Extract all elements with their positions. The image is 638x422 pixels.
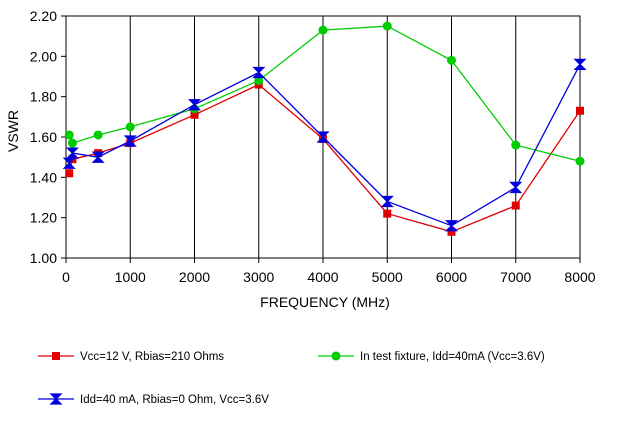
data-point [447, 55, 456, 65]
legend-item: In test fixture, Idd=40mA (Vcc=3.6V) [318, 351, 545, 363]
data-point [383, 209, 392, 218]
data-point [65, 169, 74, 178]
legend-label: Idd=40 mA, Rbias=0 Ohm, Vcc=3.6V [80, 394, 269, 406]
data-point [573, 58, 587, 71]
data-point [67, 138, 77, 148]
series-line [68, 83, 581, 233]
y-tick-label: 2.20 [30, 8, 57, 24]
x-tick-label: 3000 [243, 269, 274, 285]
legend-label: Vcc=12 V, Rbias=210 Ohms [80, 351, 224, 363]
data-point [187, 99, 202, 111]
x-tick-label: 6000 [436, 269, 467, 285]
data-point [331, 351, 341, 361]
data-point [509, 181, 523, 194]
y-tick-label: 1.20 [30, 210, 57, 226]
x-tick-label: 7000 [500, 269, 531, 285]
data-point [575, 156, 585, 166]
data-point [64, 130, 74, 140]
legend-item: Idd=40 mA, Rbias=0 Ohm, Vcc=3.6V [38, 393, 269, 406]
data-point [318, 25, 328, 35]
series-square [65, 80, 584, 236]
data-point [444, 220, 459, 232]
data-point [254, 76, 264, 86]
y-tick-label: 1.00 [30, 250, 57, 266]
series-group [62, 21, 587, 236]
data-point [447, 227, 456, 236]
data-point [576, 106, 584, 115]
y-axis-title: VSWR [5, 110, 21, 152]
x-tick-label: 1000 [115, 269, 146, 285]
y-tick-label: 2.00 [30, 48, 57, 64]
x-axis-title: FREQUENCY (MHz) [260, 294, 390, 310]
y-axis-ticks: 1.00 1.20 1.40 1.60 1.80 2.00 2.20 [30, 8, 66, 266]
x-tick-label: 8000 [564, 269, 595, 285]
legend-label: In test fixture, Idd=40mA (Vcc=3.6V) [360, 351, 545, 363]
series-bowtie [62, 58, 587, 232]
data-point [511, 201, 520, 210]
data-point [49, 393, 63, 405]
legend: Vcc=12 V, Rbias=210 Ohms In test fixture,… [38, 351, 545, 406]
x-tick-label: 0 [62, 269, 70, 285]
x-tick-label: 5000 [372, 269, 403, 285]
data-point [52, 352, 60, 360]
x-tick-label: 2000 [179, 269, 210, 285]
series-circle [64, 21, 585, 166]
data-point [91, 151, 105, 163]
data-point [380, 195, 394, 208]
y-tick-label: 1.40 [30, 169, 57, 185]
x-tick-label: 4000 [307, 269, 338, 285]
x-axis-ticks: 0 1000 2000 3000 4000 5000 6000 7000 8000 [62, 258, 596, 285]
data-point [382, 21, 392, 31]
data-point [511, 140, 521, 150]
legend-item: Vcc=12 V, Rbias=210 Ohms [38, 351, 224, 363]
data-point [125, 122, 135, 132]
data-point [65, 147, 79, 159]
y-tick-label: 1.60 [30, 129, 57, 145]
data-point [190, 110, 199, 119]
data-point [316, 131, 330, 143]
data-point [123, 135, 137, 147]
data-point [252, 66, 266, 79]
data-point [93, 130, 103, 140]
y-tick-label: 1.80 [30, 89, 57, 105]
series-line [68, 64, 581, 227]
